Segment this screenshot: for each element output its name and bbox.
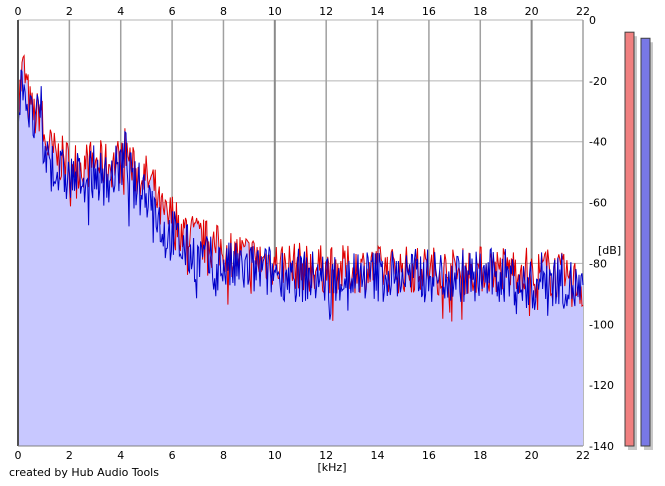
x-tick-label-top: 20 xyxy=(525,5,539,18)
x-tick-label-top: 8 xyxy=(220,5,227,18)
series-blue-line xyxy=(17,69,584,320)
x-tick-label-bottom: 18 xyxy=(473,449,487,462)
x-tick-label-top: 4 xyxy=(117,5,124,18)
x-tick-label-bottom: 16 xyxy=(422,449,436,462)
plot-frame xyxy=(17,20,583,447)
x-tick-label-top: 18 xyxy=(473,5,487,18)
x-tick-label-top: 0 xyxy=(15,5,22,18)
x-tick-label-top: 2 xyxy=(66,5,73,18)
level-meter-right xyxy=(640,37,651,447)
y-tick-label: -140 xyxy=(589,440,614,453)
y-tick-label: 0 xyxy=(589,14,596,27)
x-tick-label-bottom: 20 xyxy=(525,449,539,462)
spectrum-fill xyxy=(18,55,583,446)
x-tick-label-top: 6 xyxy=(169,5,176,18)
level-meters xyxy=(624,31,653,451)
x-tick-label-bottom: 0 xyxy=(15,449,22,462)
x-tick-label-bottom: 8 xyxy=(220,449,227,462)
y-tick-label: -20 xyxy=(589,75,607,88)
x-tick-label-top: 12 xyxy=(319,5,333,18)
x-tick-label-top: 14 xyxy=(371,5,385,18)
y-tick-label: -100 xyxy=(589,318,614,331)
x-tick-label-bottom: 14 xyxy=(371,449,385,462)
x-tick-label-bottom: 22 xyxy=(576,449,590,462)
y-axis-label: [dB] xyxy=(598,244,621,257)
x-tick-label-top: 10 xyxy=(268,5,282,18)
x-tick-label-bottom: 6 xyxy=(169,449,176,462)
x-tick-label-bottom: 4 xyxy=(117,449,124,462)
x-tick-label-bottom: 2 xyxy=(66,449,73,462)
y-tick-label: -60 xyxy=(589,197,607,210)
y-tick-label: -40 xyxy=(589,136,607,149)
x-tick-label-top: 16 xyxy=(422,5,436,18)
x-tick-label-bottom: 12 xyxy=(319,449,333,462)
credit-text: created by Hub Audio Tools xyxy=(9,466,159,479)
y-tick-label: -80 xyxy=(589,257,607,270)
tick-labels: 0-20-40-60-80-100-120-140002244668810101… xyxy=(15,5,614,462)
x-axis-label: [kHz] xyxy=(318,461,347,474)
y-tick-label: -120 xyxy=(589,379,614,392)
x-tick-label-bottom: 10 xyxy=(268,449,282,462)
level-meter-left xyxy=(624,31,635,447)
x-tick-label-top: 22 xyxy=(576,5,590,18)
